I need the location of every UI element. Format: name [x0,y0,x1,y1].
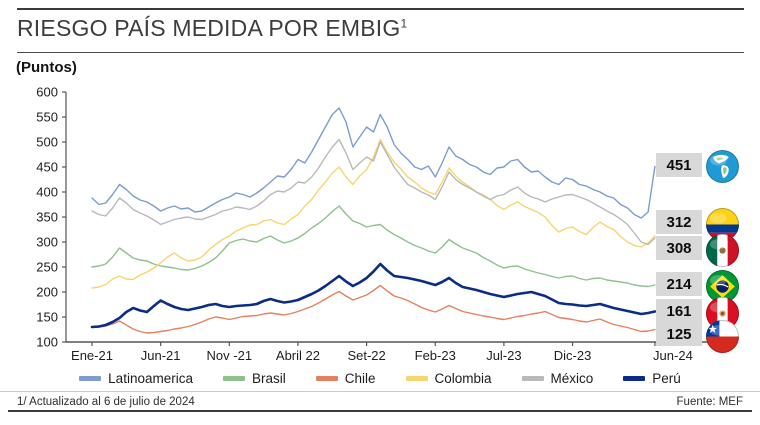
footer-divider [0,391,760,392]
x-tick-label: Abril 22 [276,348,320,363]
flag-mexico-icon [706,234,739,267]
y-tick-label: 400 [36,185,58,200]
y-tick-label: 350 [36,210,58,225]
legend-label: México [550,371,594,386]
x-tick-label: Jul-23 [486,348,521,363]
series-line-colombia [91,138,656,289]
legend-item-peru: Perú [623,371,681,386]
legend-label: Brasil [251,371,286,386]
page-title: RIESGO PAÍS MEDIDA POR EMBIG1 [17,15,407,42]
series-line-peru [90,262,657,329]
top-rule [17,8,744,10]
legend-label: Chile [344,371,376,386]
source-label: Fuente: MEF [676,396,743,408]
end-value-badge-brasil: 214 [656,272,702,296]
y-tick-label: 450 [36,160,58,175]
x-tick-label: Set-22 [347,348,385,363]
legend-item-colombia: Colombia [405,371,492,386]
legend-swatch-peru [623,376,646,381]
series-line-latinoamerica [91,107,656,219]
legend-item-chile: Chile [315,371,376,386]
title-rule [17,52,744,53]
y-tick-label: 250 [36,260,58,275]
update-footnote: 1/ Actualizado al 6 de julio de 2024 [17,396,195,408]
x-tick-label: Jun-21 [141,348,181,363]
y-tick-label: 600 [36,85,58,100]
end-value-badge-chile: 125 [656,322,702,346]
end-value-badge-mexico: 308 [656,236,702,260]
x-tick-label: Feb-23 [415,348,456,363]
x-tick-label: Ene-21 [71,348,113,363]
y-tick-label: 150 [36,310,58,325]
series-line-mexico [91,138,656,246]
x-tick-label: Dic-23 [554,348,592,363]
y-tick-label: 100 [36,335,58,350]
series-line-chile [91,284,656,334]
legend-swatch-latinoamerica [79,376,102,381]
legend-label: Latinoamerica [108,371,193,386]
flag-chile-icon [706,320,739,353]
chart-legend: Latinoamerica Brasil Chile Colombia México Pe… [0,371,760,386]
legend-swatch-chile [315,376,338,381]
y-tick-label: 300 [36,235,58,250]
page-title-text: RIESGO PAÍS MEDIDA POR EMBIG [17,15,401,41]
legend-swatch-mexico [521,376,544,381]
x-tick-label: Nov -21 [207,348,253,363]
legend-swatch-colombia [405,376,428,381]
series-line-brasil [91,205,656,288]
end-value-badge-americas: 451 [656,153,702,177]
y-tick-label: 500 [36,135,58,150]
legend-item-mexico: México [521,371,594,386]
end-value-badge-colombia: 312 [656,210,702,234]
legend-label: Colombia [434,371,492,386]
bottom-rule [8,410,752,412]
y-tick-label: 550 [36,110,58,125]
axis-units-label: (Puntos) [16,59,77,76]
y-tick-label: 200 [36,285,58,300]
flag-americas-icon [706,150,739,183]
end-value-badge-peru: 161 [656,299,702,323]
legend-swatch-brasil [222,376,245,381]
line-chart: 100 150 200 250 300 350 400 450 500 550 600 Ene-21 J… [36,85,712,363]
legend-label: Perú [652,371,681,386]
legend-item-latinoamerica: Latinoamerica [79,371,193,386]
x-tick-label: Jun-24 [653,348,693,363]
page-title-footnote-marker: 1 [400,16,408,31]
legend-item-brasil: Brasil [222,371,286,386]
